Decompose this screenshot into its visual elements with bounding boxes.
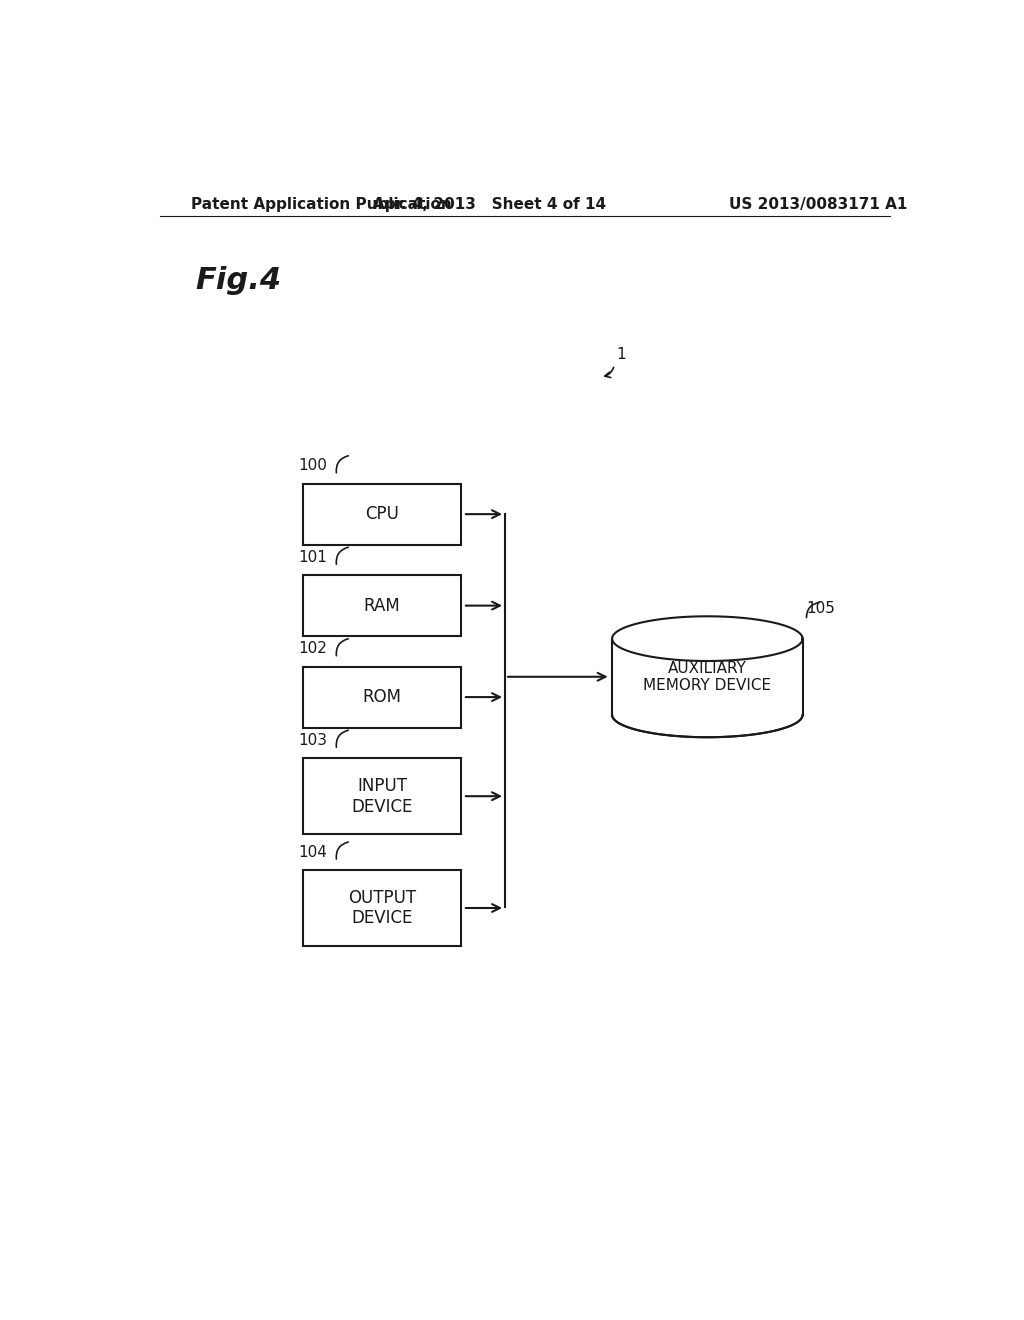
Text: RAM: RAM xyxy=(364,597,400,615)
Text: 104: 104 xyxy=(299,845,328,859)
Text: 103: 103 xyxy=(299,733,328,748)
FancyBboxPatch shape xyxy=(303,758,462,834)
FancyBboxPatch shape xyxy=(303,870,462,946)
Text: 105: 105 xyxy=(807,602,836,616)
Text: US 2013/0083171 A1: US 2013/0083171 A1 xyxy=(729,197,907,211)
Text: CPU: CPU xyxy=(365,506,399,523)
Text: 101: 101 xyxy=(299,550,328,565)
Text: INPUT
DEVICE: INPUT DEVICE xyxy=(351,776,413,816)
Text: OUTPUT
DEVICE: OUTPUT DEVICE xyxy=(348,888,416,928)
Bar xyxy=(612,639,803,715)
Text: 100: 100 xyxy=(299,458,328,474)
Text: Patent Application Publication: Patent Application Publication xyxy=(191,197,453,211)
FancyBboxPatch shape xyxy=(303,483,462,545)
Text: ROM: ROM xyxy=(362,688,401,706)
Text: Apr. 4, 2013   Sheet 4 of 14: Apr. 4, 2013 Sheet 4 of 14 xyxy=(373,197,605,211)
Text: AUXILIARY
MEMORY DEVICE: AUXILIARY MEMORY DEVICE xyxy=(643,660,771,693)
Text: Fig.4: Fig.4 xyxy=(196,265,282,294)
Text: 1: 1 xyxy=(616,347,626,362)
Text: 102: 102 xyxy=(299,642,328,656)
FancyBboxPatch shape xyxy=(303,576,462,636)
FancyBboxPatch shape xyxy=(303,667,462,727)
